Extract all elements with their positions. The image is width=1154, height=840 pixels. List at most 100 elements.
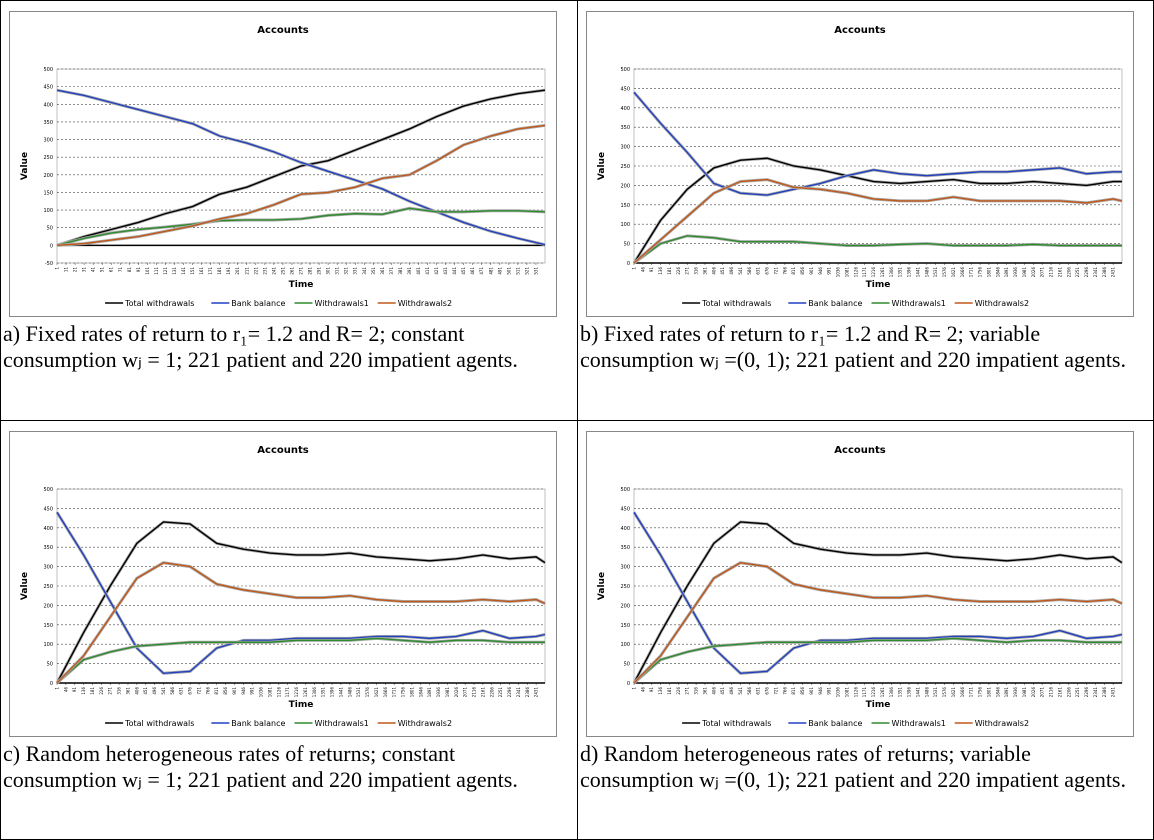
x-tick-label: 2341 — [1093, 687, 1098, 698]
x-tick-label: 1036 — [836, 267, 841, 278]
legend-label: Withdrawals2 — [398, 719, 452, 728]
y-tick-label: 300 — [620, 145, 630, 151]
y-tick-label: 500 — [620, 67, 630, 73]
x-tick-label: 1801 — [409, 687, 414, 698]
x-tick-label: 2386 — [1102, 687, 1107, 698]
x-tick-label: 226 — [676, 267, 681, 275]
x-tick-label: 2206 — [1066, 687, 1071, 698]
x-tick-label: 1 — [632, 267, 637, 270]
x-tick-label: 1801 — [986, 687, 991, 698]
x-tick-label: 856 — [800, 687, 805, 695]
x-axis-label: Time — [289, 280, 314, 290]
x-tick-label: 1756 — [978, 687, 983, 698]
x-tick-label: 1216 — [871, 267, 876, 278]
x-tick-label: 1531 — [356, 687, 361, 698]
x-tick-label: 1441 — [915, 687, 920, 698]
x-tick-label: 136 — [658, 267, 663, 275]
x-tick-label: 991 — [250, 687, 255, 695]
series-line — [633, 178, 1123, 264]
y-axis-label: Value — [20, 572, 30, 600]
y-tick-label: 300 — [43, 565, 53, 571]
x-tick-label: 271 — [108, 687, 113, 695]
x-tick-label: 1621 — [374, 687, 379, 698]
x-tick-label: 251 — [280, 267, 285, 275]
x-tick-label: 676 — [765, 267, 770, 275]
x-tick-label: 81 — [127, 267, 132, 273]
x-tick-label: 2161 — [1057, 687, 1062, 698]
y-tick-label: 500 — [620, 487, 630, 493]
x-tick-label: 1756 — [401, 687, 406, 698]
x-tick-label: 51 — [100, 267, 105, 273]
caption: c) Random heterogeneous rates of returns… — [3, 741, 518, 792]
y-tick-label: 100 — [43, 208, 53, 214]
legend-label: Total withdrawals — [124, 719, 194, 728]
x-tick-label: 1351 — [321, 687, 326, 698]
y-tick-label: 500 — [43, 487, 53, 493]
chart-title: Accounts — [834, 25, 885, 36]
x-tick-label: 1711 — [392, 687, 397, 698]
x-tick-label: 201 — [235, 267, 240, 275]
x-tick-label: 316 — [694, 267, 699, 275]
x-tick-label: 631 — [179, 687, 184, 695]
x-tick-label: 531 — [533, 267, 538, 275]
x-tick-label: 631 — [756, 267, 761, 275]
x-tick-label: 2386 — [1102, 267, 1107, 278]
x-tick-label: 1441 — [915, 267, 920, 278]
y-tick-label: 350 — [43, 120, 53, 126]
x-tick-label: 1846 — [995, 267, 1000, 278]
x-tick-label: 441 — [452, 267, 457, 275]
legend-label: Total withdrawals — [701, 719, 771, 728]
x-tick-label: 1351 — [898, 687, 903, 698]
x-tick-label: 1 — [55, 687, 60, 690]
x-tick-label: 316 — [117, 687, 122, 695]
chart-title: Accounts — [257, 25, 308, 36]
x-tick-label: 461 — [470, 267, 475, 275]
x-tick-label: 361 — [702, 687, 707, 695]
y-tick-label: 250 — [620, 164, 630, 170]
x-tick-label: 1621 — [951, 687, 956, 698]
x-tick-label: 1981 — [1022, 687, 1027, 698]
x-tick-label: 111 — [154, 267, 159, 275]
x-tick-label: 1576 — [942, 687, 947, 698]
series-line — [56, 561, 546, 684]
x-tick-label: 1891 — [1004, 267, 1009, 278]
y-tick-label: 50 — [624, 662, 630, 668]
y-tick-label: 200 — [620, 183, 630, 189]
y-axis-label: Value — [597, 152, 607, 180]
x-tick-label: 1936 — [1013, 687, 1018, 698]
y-tick-label: 150 — [620, 203, 630, 209]
series-line — [56, 511, 546, 675]
series-line — [633, 157, 1122, 264]
x-tick-label: 541 — [738, 687, 743, 695]
x-tick-label: 991 — [827, 687, 832, 695]
x-tick-label: 1261 — [880, 267, 885, 278]
legend-label: Total withdrawals — [124, 299, 194, 308]
x-tick-label: 811 — [214, 687, 219, 695]
x-tick-label: 46 — [640, 267, 645, 273]
x-tick-label: 1711 — [969, 687, 974, 698]
legend-label: Withdrawals2 — [975, 719, 1029, 728]
x-tick-label: 1441 — [338, 687, 343, 698]
x-tick-label: 1 — [55, 267, 60, 270]
x-tick-label: 161 — [199, 267, 204, 275]
x-tick-label: 1261 — [303, 687, 308, 698]
x-tick-label: 1306 — [889, 687, 894, 698]
legend-label: Bank balance — [808, 719, 862, 728]
y-tick-label: 50 — [624, 242, 630, 248]
y-tick-label: 0 — [627, 261, 630, 267]
y-tick-label: -50 — [45, 261, 53, 267]
x-tick-label: 61 — [109, 267, 114, 273]
x-tick-label: 586 — [747, 267, 752, 275]
legend-label: Withdrawals2 — [975, 299, 1029, 308]
y-tick-label: 350 — [620, 125, 630, 131]
legend-label: Bank balance — [231, 719, 285, 728]
x-tick-label: 1846 — [418, 687, 423, 698]
x-tick-label: 541 — [161, 687, 166, 695]
x-tick-label: 946 — [818, 687, 823, 695]
series-line — [633, 521, 1123, 684]
x-tick-label: 91 — [649, 687, 654, 693]
series-line — [633, 91, 1122, 196]
x-tick-label: 226 — [676, 687, 681, 695]
x-tick-label: 361 — [380, 267, 385, 275]
